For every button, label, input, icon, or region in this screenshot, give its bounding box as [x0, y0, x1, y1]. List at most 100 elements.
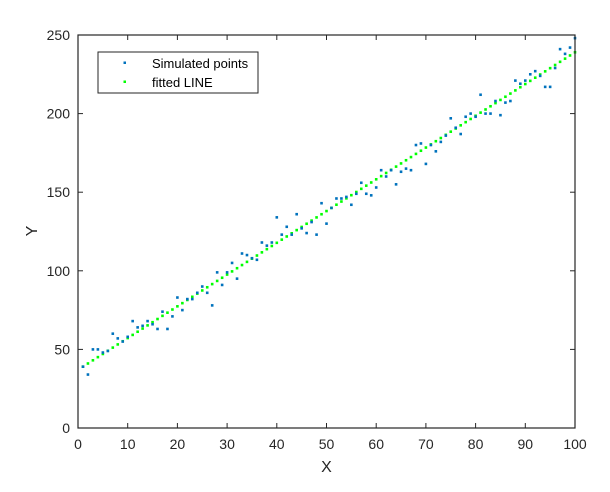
- fitted-point: [459, 124, 462, 127]
- x-tick-label: 100: [563, 436, 587, 452]
- data-point: [300, 227, 303, 230]
- data-point: [519, 82, 522, 86]
- y-tick-label: 200: [47, 106, 71, 122]
- x-tick-label: 20: [170, 436, 186, 452]
- fitted-point: [325, 209, 328, 213]
- data-point: [265, 244, 269, 247]
- y-tick-label: 250: [47, 27, 71, 43]
- fitted-point: [191, 295, 194, 299]
- fitted-point: [161, 314, 164, 318]
- fitted-point: [215, 279, 219, 283]
- data-point: [350, 203, 353, 207]
- data-point: [210, 304, 214, 307]
- data-point: [126, 335, 129, 339]
- legend-box: [97, 51, 259, 94]
- x-tick-label: 70: [418, 436, 434, 452]
- fitted-point: [528, 79, 532, 83]
- data-point: [186, 297, 189, 301]
- fitted-point: [260, 251, 264, 254]
- data-point: [330, 206, 333, 210]
- fitted-point: [449, 130, 453, 133]
- fitted-point: [414, 152, 418, 156]
- data-point: [305, 231, 308, 235]
- legend-label-fitted-line: fitted LINE: [152, 75, 213, 90]
- legend: Simulated points fitted LINE: [97, 51, 259, 94]
- fitted-point: [340, 200, 343, 203]
- data-point: [524, 79, 527, 82]
- data-point: [280, 233, 284, 236]
- data-point: [260, 241, 264, 244]
- data-point: [444, 134, 448, 137]
- fitted-point: [469, 117, 472, 121]
- fitted-point: [111, 346, 115, 349]
- fitted-point: [181, 301, 184, 305]
- data-point: [325, 222, 328, 225]
- data-point: [171, 315, 174, 318]
- fitted-point: [176, 305, 179, 308]
- data-point: [230, 261, 234, 265]
- fitted-point: [295, 228, 298, 232]
- fitted-point: [399, 162, 403, 165]
- fitted-point: [548, 66, 552, 70]
- fitted-point: [305, 222, 308, 226]
- data-point: [255, 258, 259, 262]
- fitted-point: [553, 63, 557, 67]
- legend-marker-simulated-points-icon: [123, 61, 126, 64]
- data-point: [215, 271, 219, 274]
- data-point: [429, 143, 433, 147]
- fitted-point: [166, 311, 169, 314]
- fitted-point: [240, 263, 244, 267]
- data-point: [364, 192, 368, 196]
- fitted-point: [374, 178, 378, 181]
- fitted-line-series: [81, 50, 577, 368]
- fitted-point: [509, 92, 512, 95]
- legend-label-simulated-points: Simulated points: [152, 56, 249, 71]
- x-tick-label: 30: [219, 436, 235, 452]
- data-point: [379, 168, 383, 172]
- fitted-point: [489, 104, 492, 108]
- fitted-point: [86, 362, 90, 365]
- data-point: [250, 256, 254, 260]
- fitted-point: [156, 317, 159, 321]
- fitted-point: [355, 190, 358, 194]
- fitted-point: [479, 111, 482, 114]
- data-point: [240, 252, 244, 255]
- fitted-point: [101, 352, 105, 356]
- data-point: [111, 332, 115, 335]
- fitted-point: [484, 108, 487, 111]
- y-tick-label: 100: [47, 263, 71, 279]
- fitted-point: [335, 203, 338, 207]
- data-point: [320, 201, 323, 205]
- data-point: [409, 168, 413, 172]
- data-point: [374, 186, 378, 189]
- x-axis-ticks: 0 10 20 30 40 50 60 70 80 90 100: [74, 35, 587, 452]
- data-point: [205, 291, 209, 295]
- data-point: [414, 143, 418, 147]
- data-point: [345, 195, 348, 199]
- data-point: [568, 46, 572, 49]
- fitted-point: [419, 149, 423, 153]
- data-point: [270, 241, 274, 244]
- data-point: [166, 327, 169, 331]
- data-point: [399, 170, 403, 174]
- fitted-point: [563, 57, 567, 60]
- fitted-point: [265, 247, 269, 251]
- data-point: [558, 47, 562, 51]
- fitted-point: [514, 89, 517, 92]
- fitted-point: [235, 266, 239, 270]
- data-point: [533, 69, 537, 73]
- data-point: [499, 113, 502, 117]
- data-point: [489, 112, 492, 115]
- data-point: [340, 197, 343, 200]
- fitted-point: [131, 333, 134, 337]
- fitted-point: [379, 174, 383, 178]
- fitted-point: [568, 54, 572, 57]
- data-point: [315, 233, 318, 236]
- y-tick-label: 150: [47, 184, 71, 200]
- data-point: [543, 85, 547, 89]
- data-point: [131, 319, 134, 323]
- fitted-point: [205, 285, 209, 289]
- data-point: [404, 167, 408, 170]
- data-point: [553, 66, 557, 70]
